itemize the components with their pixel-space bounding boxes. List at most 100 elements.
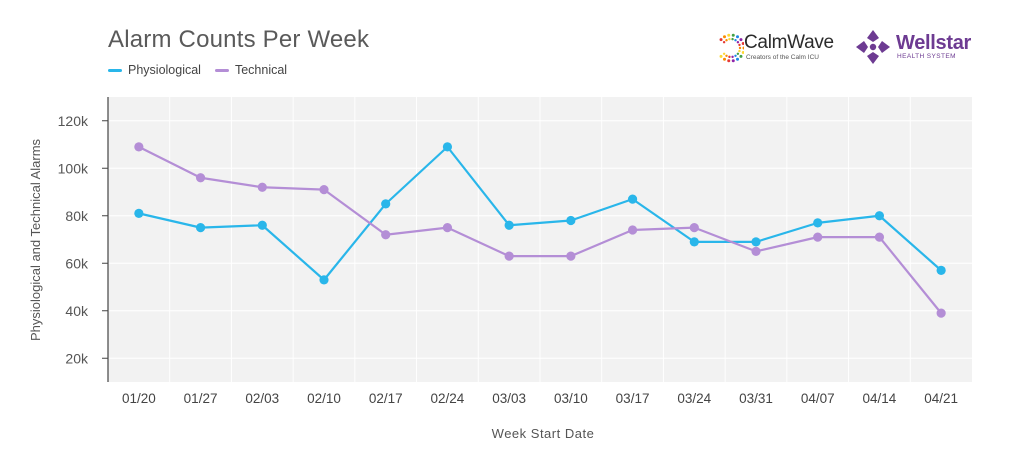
x-tick-label: 03/03 xyxy=(492,391,526,406)
calmwave-dots-icon xyxy=(719,33,746,63)
x-tick-label: 04/14 xyxy=(863,391,897,406)
x-tick-label: 04/07 xyxy=(801,391,835,406)
logo-dot xyxy=(736,35,739,39)
data-point-technical[interactable] xyxy=(813,232,823,242)
legend-label-technical: Technical xyxy=(234,63,288,77)
x-tick-label: 04/21 xyxy=(924,391,958,406)
legend-swatch-physiological xyxy=(108,68,122,72)
logo-dot xyxy=(722,52,726,55)
data-point-physiological[interactable] xyxy=(627,194,638,204)
y-tick-label: 20k xyxy=(65,350,89,366)
calmwave-logo: CalmWave Creators of the Calm ICU xyxy=(716,30,836,66)
logo-dot xyxy=(731,33,735,37)
data-point-physiological[interactable] xyxy=(381,199,391,209)
logo-dot xyxy=(728,55,731,59)
logo-dot xyxy=(736,41,740,44)
logo-dot xyxy=(736,52,740,55)
data-point-technical[interactable] xyxy=(874,232,885,242)
data-point-technical[interactable] xyxy=(504,251,514,261)
logo-dot xyxy=(723,35,726,39)
y-tick-labels: 20k 40k 60k 80k 100k 120k xyxy=(58,113,89,367)
logo-dot xyxy=(725,39,728,42)
data-point-physiological[interactable] xyxy=(195,223,206,233)
data-point-physiological[interactable] xyxy=(566,215,576,226)
data-point-physiological[interactable] xyxy=(689,237,699,247)
series-line-physiological xyxy=(138,145,942,281)
data-point-technical[interactable] xyxy=(566,251,576,261)
logo-dot xyxy=(734,54,737,57)
x-tick-label: 02/10 xyxy=(307,391,341,406)
logo-dot xyxy=(719,38,723,42)
x-tick-label: 02/24 xyxy=(431,391,465,406)
logo-dot xyxy=(728,37,731,41)
x-tick-label: 01/27 xyxy=(184,391,218,406)
x-tick-labels: 01/20 01/27 02/03 02/10 02/17 02/24 03/03 03/10… xyxy=(122,391,958,406)
data-point-technical[interactable] xyxy=(627,225,638,235)
y-tick-label: 40k xyxy=(65,303,89,319)
legend-label-physiological: Physiological xyxy=(128,63,201,77)
wellstar-name: Wellstar xyxy=(896,32,972,54)
y-tick-label: 100k xyxy=(58,160,89,176)
data-point-physiological[interactable] xyxy=(874,211,885,221)
calmwave-tagline: Creators of the Calm ICU xyxy=(746,54,819,61)
calmwave-name: CalmWave xyxy=(744,32,834,53)
x-tick-label: 03/17 xyxy=(616,391,650,406)
y-tick-label: 120k xyxy=(58,113,89,129)
logo-dot xyxy=(738,43,741,47)
legend-swatch-technical xyxy=(214,68,229,72)
chart-legend: Physiological Technical xyxy=(108,63,287,77)
x-tick-label: 02/17 xyxy=(369,391,403,406)
x-tick-label: 03/10 xyxy=(554,391,588,406)
chart-title: Alarm Counts Per Week xyxy=(108,26,370,53)
y-tick-label: 60k xyxy=(65,255,89,271)
y-tick-label: 80k xyxy=(65,208,89,224)
logo-dot xyxy=(731,55,734,59)
data-point-technical[interactable] xyxy=(689,223,699,233)
x-axis-label: Week Start Date xyxy=(492,426,595,441)
logo-dot xyxy=(722,41,726,44)
series-lines xyxy=(138,145,942,314)
wellstar-logo: Wellstar HEALTH SYSTEM xyxy=(854,28,984,68)
legend-item-technical[interactable]: Technical xyxy=(214,63,288,77)
data-point-physiological[interactable] xyxy=(319,275,329,285)
data-point-technical[interactable] xyxy=(134,142,144,152)
x-tick-label: 02/03 xyxy=(245,391,279,406)
data-point-technical[interactable] xyxy=(319,185,329,195)
logo-dot xyxy=(719,54,723,58)
data-point-physiological[interactable] xyxy=(936,265,946,275)
logo-dot xyxy=(727,59,731,63)
logo-dot xyxy=(734,39,737,42)
x-tick-label: 01/20 xyxy=(122,391,156,406)
logo-dot xyxy=(739,54,743,58)
logo-dot xyxy=(739,38,743,42)
wellstar-star-icon xyxy=(856,30,890,64)
logo-dot xyxy=(731,37,734,41)
wellstar-subtitle: HEALTH SYSTEM xyxy=(897,53,956,60)
data-point-physiological[interactable] xyxy=(134,208,144,218)
data-point-physiological[interactable] xyxy=(257,220,267,230)
logo-dot xyxy=(738,49,741,53)
gridlines xyxy=(102,97,972,382)
data-point-technical[interactable] xyxy=(936,308,946,318)
series-points xyxy=(134,142,946,318)
y-axis-label: Physiological and Technical Alarms xyxy=(28,138,43,341)
data-point-technical[interactable] xyxy=(442,223,453,233)
logo-dot xyxy=(736,57,739,61)
logo-dot xyxy=(741,50,745,54)
data-point-physiological[interactable] xyxy=(813,218,823,228)
data-point-technical[interactable] xyxy=(257,182,267,192)
logo-dot xyxy=(725,54,728,57)
logo-dot xyxy=(741,42,745,46)
data-point-physiological[interactable] xyxy=(504,220,514,230)
data-point-physiological[interactable] xyxy=(751,237,761,247)
data-point-technical[interactable] xyxy=(381,230,391,240)
logo-dot xyxy=(738,46,742,50)
data-point-physiological[interactable] xyxy=(442,142,453,152)
data-point-technical[interactable] xyxy=(195,173,206,183)
data-point-technical[interactable] xyxy=(751,246,761,256)
logo-dot xyxy=(723,57,726,61)
series-line-technical xyxy=(138,145,942,314)
legend-item-physiological[interactable]: Physiological xyxy=(108,63,201,77)
x-tick-label: 03/24 xyxy=(677,391,711,406)
